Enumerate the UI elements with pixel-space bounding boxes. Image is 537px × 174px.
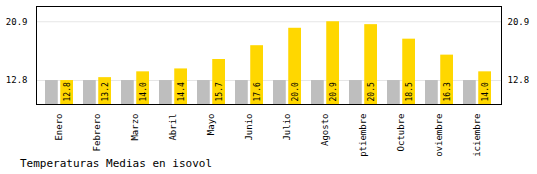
svg-text:14.4: 14.4 bbox=[177, 82, 186, 101]
svg-text:15.7: 15.7 bbox=[215, 82, 224, 101]
svg-text:20.0: 20.0 bbox=[291, 82, 300, 101]
svg-text:12.8: 12.8 bbox=[63, 82, 72, 101]
svg-text:16.3: 16.3 bbox=[443, 82, 452, 101]
svg-text:14.0: 14.0 bbox=[481, 82, 490, 101]
svg-text:Septiembre: Septiembre bbox=[358, 114, 368, 157]
svg-text:20.9: 20.9 bbox=[508, 17, 530, 27]
svg-text:20.9: 20.9 bbox=[6, 17, 28, 27]
svg-text:Noviembre: Noviembre bbox=[434, 114, 444, 157]
svg-text:Febrero: Febrero bbox=[92, 114, 102, 152]
svg-text:18.5: 18.5 bbox=[405, 82, 414, 101]
html-text:Temperaturas Medias en isovol: Temperaturas Medias en isovol bbox=[20, 157, 213, 170]
svg-text:12.8: 12.8 bbox=[508, 75, 530, 85]
svg-text:12.8: 12.8 bbox=[6, 75, 28, 85]
svg-text:14.0: 14.0 bbox=[139, 82, 148, 101]
svg-text:Diciembre: Diciembre bbox=[472, 114, 482, 157]
svg-text:Abril: Abril bbox=[168, 114, 178, 141]
svg-text:Marzo: Marzo bbox=[130, 114, 140, 141]
svg-text:20.5: 20.5 bbox=[367, 82, 376, 101]
svg-text:13.2: 13.2 bbox=[101, 82, 110, 101]
svg-text:Enero: Enero bbox=[54, 114, 64, 141]
svg-text:17.6: 17.6 bbox=[253, 82, 262, 101]
svg-text:Junio: Junio bbox=[244, 114, 254, 141]
svg-text:20.9: 20.9 bbox=[329, 82, 338, 101]
svg-text:Julio: Julio bbox=[282, 114, 292, 141]
svg-text:Mayo: Mayo bbox=[206, 114, 216, 136]
svg-text:Octubre: Octubre bbox=[396, 114, 406, 152]
svg-text:Agosto: Agosto bbox=[320, 114, 330, 147]
